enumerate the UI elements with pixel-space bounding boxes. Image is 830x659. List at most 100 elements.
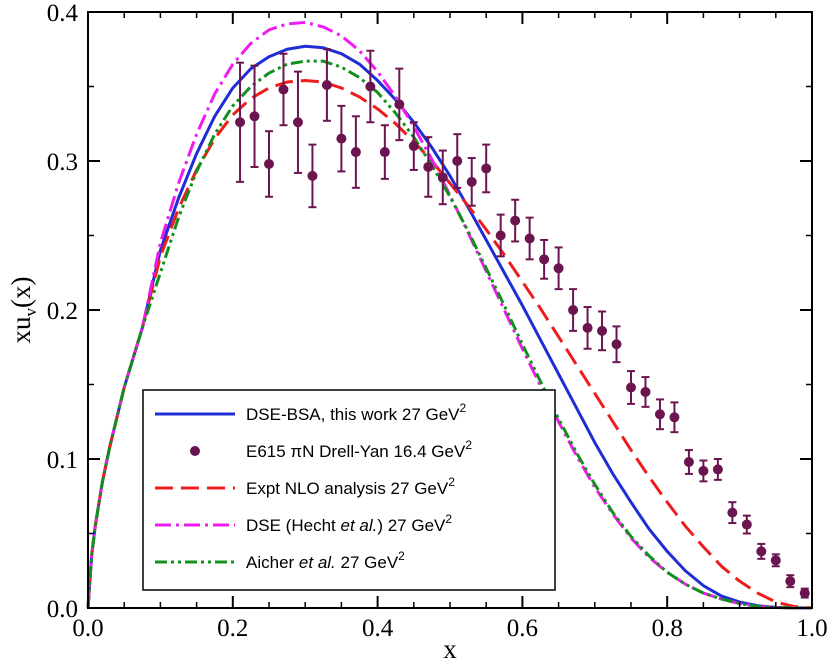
- y-tick-label: 0.1: [47, 447, 78, 474]
- legend-box: [142, 389, 556, 591]
- legend-entry: E615 πN Drell-Yan 16.4 GeV2: [190, 438, 472, 461]
- legend-label-part: et al.: [340, 516, 377, 535]
- x-tick-label: 0.8: [652, 615, 683, 642]
- curves: [86, 20, 813, 610]
- data-point: [249, 64, 260, 168]
- legend-label: Aicher et al. 27 GeV2: [246, 549, 405, 572]
- point-marker: [481, 163, 492, 174]
- point-marker: [452, 156, 463, 166]
- point-marker: [466, 176, 477, 187]
- data-point: [626, 370, 636, 405]
- y-tick-label: 0.3: [47, 149, 78, 176]
- series-line-2: [86, 79, 813, 610]
- point-marker: [423, 161, 434, 172]
- point-marker: [654, 409, 665, 420]
- point-marker: [365, 81, 376, 92]
- data-point: [741, 514, 752, 535]
- data-point: [582, 306, 593, 350]
- series-line-1: [86, 44, 813, 610]
- axis-ticks: 0.0 0.2 0.4 0.6 0.8 1.0 0.0 0.1 0.2 0.3 0.4: [47, 0, 828, 642]
- legend-label: DSE (Hecht et al.) 27 GeV2: [246, 512, 452, 535]
- legend-label-part: DSE-BSA, this work 27 GeV: [246, 405, 460, 424]
- series-line-4: [86, 59, 813, 610]
- point-marker: [799, 588, 810, 599]
- data-point: [756, 542, 767, 560]
- point-marker: [741, 519, 752, 530]
- point-marker: [408, 141, 419, 152]
- data-point: [553, 246, 564, 291]
- data-point: [350, 115, 361, 189]
- data-point: [321, 48, 332, 122]
- legend-label-part: DSE (Hecht: [246, 516, 340, 535]
- data-point: [654, 398, 665, 431]
- data-point: [611, 325, 622, 364]
- point-marker: [611, 339, 622, 350]
- legend-label-part: E615 πN Drell-Yan 16.4 GeV: [246, 442, 466, 461]
- data-points: [235, 48, 810, 599]
- data-point: [466, 157, 477, 207]
- data-point: [452, 133, 463, 189]
- legend-entry: DSE (Hecht et al.) 27 GeV2: [155, 512, 452, 535]
- data-point: [307, 143, 318, 209]
- data-point: [394, 67, 405, 142]
- point-marker: [379, 147, 390, 158]
- point-marker: [727, 507, 738, 518]
- x-tick-label: 0.6: [507, 615, 538, 642]
- legend-entry: Expt NLO analysis 27 GeV2: [155, 475, 455, 498]
- legend-swatch: [190, 446, 200, 456]
- data-point: [669, 401, 680, 434]
- point-marker: [321, 80, 332, 91]
- data-point: [292, 70, 303, 174]
- point-marker: [350, 147, 361, 158]
- data-point: [365, 49, 376, 124]
- legend-label-superscript: 2: [445, 512, 452, 526]
- point-marker: [524, 233, 535, 244]
- data-point: [510, 198, 521, 243]
- point-marker: [437, 172, 448, 183]
- data-point: [437, 149, 448, 206]
- data-point: [568, 288, 579, 332]
- legend-label-part: 27 GeV: [336, 553, 399, 572]
- point-marker: [292, 117, 303, 128]
- data-point: [770, 553, 781, 568]
- x-tick-label: 0.2: [217, 615, 248, 642]
- point-marker: [539, 254, 550, 265]
- point-marker: [712, 464, 723, 475]
- point-marker: [307, 170, 318, 181]
- y-tick-label: 0.4: [47, 0, 79, 27]
- x-tick-label: 0.4: [362, 615, 394, 642]
- y-axis-label-sub: v: [21, 307, 40, 316]
- point-marker: [698, 465, 709, 476]
- legend-label-superscript: 2: [465, 438, 472, 452]
- point-marker: [756, 546, 767, 557]
- point-marker: [249, 111, 260, 122]
- y-axis-label: xuv(x): [6, 277, 40, 344]
- point-marker: [683, 456, 694, 467]
- data-point: [727, 501, 738, 525]
- y-axis-label-suffix: (x): [6, 277, 36, 308]
- legend-label-superscript: 2: [460, 401, 467, 415]
- legend-label: DSE-BSA, this work 27 GeV2: [246, 401, 467, 424]
- legend-label-superscript: 2: [398, 549, 405, 563]
- data-point: [423, 136, 434, 198]
- x-axis-label: x: [443, 634, 457, 659]
- data-point: [408, 121, 419, 171]
- point-marker: [553, 263, 564, 274]
- point-marker: [235, 117, 246, 128]
- legend-entry: DSE-BSA, this work 27 GeV2: [155, 401, 467, 424]
- legend-entry: Aicher et al. 27 GeV2: [155, 549, 405, 572]
- y-tick-label: 0.0: [47, 596, 78, 623]
- point-marker: [640, 386, 651, 397]
- x-tick-label: 0.0: [72, 615, 103, 642]
- x-tick-label: 1.0: [796, 615, 827, 642]
- legend-label: Expt NLO analysis 27 GeV2: [246, 475, 455, 498]
- point-marker: [495, 230, 506, 241]
- data-point: [785, 574, 796, 589]
- legend-label-part: Expt NLO analysis 27 GeV: [246, 479, 449, 498]
- data-point: [495, 213, 506, 258]
- data-point: [683, 449, 694, 475]
- data-point: [698, 459, 709, 483]
- data-point: [640, 376, 651, 408]
